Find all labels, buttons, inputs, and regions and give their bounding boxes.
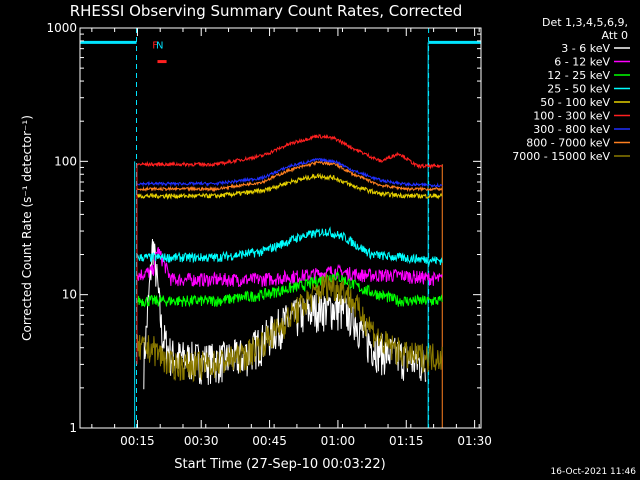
legend-label-8: 7000 - 15000 keV — [512, 150, 610, 163]
series-line-1 — [136, 246, 443, 288]
y-tick-label-0: 1 — [69, 421, 77, 435]
chart-title: RHESSI Observing Summary Count Rates, Co… — [70, 2, 463, 20]
x-tick-label-3: 01:00 — [321, 434, 356, 448]
legend-label-3: 25 - 50 keV — [547, 83, 610, 96]
x-axis-label: Start Time (27-Sep-10 00:03:22) — [174, 457, 385, 472]
legend-header-1: Att 0 — [602, 29, 628, 42]
legend-label-2: 12 - 25 keV — [547, 69, 610, 82]
y-axis-label: Corrected Count Rate (s⁻¹ detector⁻¹) — [20, 115, 34, 341]
timestamp: 16-Oct-2021 11:46 — [550, 467, 636, 477]
legend-label-1: 6 - 12 keV — [554, 56, 610, 69]
legend-label-0: 3 - 6 keV — [561, 42, 610, 55]
y-tick-label-2: 100 — [54, 154, 77, 168]
x-tick-label-0: 00:15 — [120, 434, 155, 448]
x-tick-label-5: 01:30 — [457, 434, 492, 448]
series-line-2 — [136, 271, 443, 308]
series-line-8 — [136, 273, 443, 383]
legend-header-0: Det 1,3,4,5,6,9, — [542, 16, 628, 29]
x-tick-label-4: 01:15 — [389, 434, 424, 448]
y-tick-label-3: 1000 — [46, 21, 77, 35]
legend-label-5: 100 - 300 keV — [533, 110, 610, 123]
x-tick-label-1: 00:30 — [184, 434, 219, 448]
x-axis: 00:15 00:30 00:45 01:00 01:15 01:30 — [91, 28, 492, 448]
series-line-7 — [136, 160, 443, 193]
flag-label-n: N — [156, 41, 163, 52]
series-line-3 — [136, 226, 443, 266]
series-line-4 — [136, 172, 443, 201]
y-axis: 1 10 100 1000 — [46, 21, 481, 435]
y-tick-label-1: 10 — [62, 288, 77, 302]
legend-label-4: 50 - 100 keV — [540, 96, 610, 109]
plot-frame — [79, 27, 482, 429]
series-line-5 — [136, 133, 443, 170]
x-tick-label-2: 00:45 — [252, 434, 287, 448]
legend-label-6: 300 - 800 keV — [533, 123, 610, 136]
flag-label-f: F — [152, 41, 158, 52]
series-line-6 — [136, 157, 443, 188]
plot-marks: FN — [80, 28, 481, 428]
legend-label-7: 800 - 7000 keV — [526, 137, 610, 150]
